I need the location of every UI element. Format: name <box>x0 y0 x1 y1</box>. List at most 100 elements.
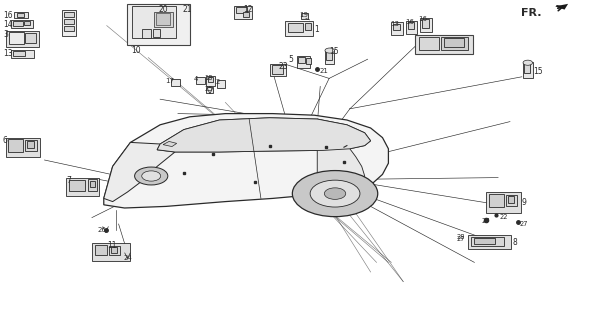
Text: 21: 21 <box>183 5 192 14</box>
Bar <box>25 33 36 43</box>
Bar <box>25 140 37 151</box>
Text: 5: 5 <box>288 55 293 64</box>
Bar <box>326 51 332 60</box>
Bar <box>14 12 28 18</box>
Bar <box>419 37 439 50</box>
Bar <box>285 21 313 36</box>
Bar <box>11 50 34 58</box>
Bar <box>13 51 25 56</box>
Bar <box>153 29 160 37</box>
Bar <box>90 181 95 187</box>
Text: 16: 16 <box>405 19 414 25</box>
Circle shape <box>135 167 168 185</box>
Text: 27: 27 <box>457 236 465 242</box>
Bar <box>206 87 213 93</box>
Bar <box>64 12 74 17</box>
Bar <box>524 63 530 73</box>
Bar <box>422 19 429 28</box>
Bar <box>236 7 247 13</box>
Bar <box>62 10 76 36</box>
Text: 23: 23 <box>279 62 288 71</box>
Bar <box>142 29 151 38</box>
Bar <box>391 22 403 35</box>
Bar <box>196 77 205 84</box>
Bar <box>111 247 117 253</box>
Text: 1: 1 <box>314 25 319 34</box>
Bar <box>523 62 533 78</box>
Bar <box>109 246 120 255</box>
Bar <box>64 26 74 31</box>
Bar <box>127 4 190 45</box>
Text: 15: 15 <box>534 67 543 76</box>
Text: 27: 27 <box>482 218 490 224</box>
Bar <box>17 13 24 17</box>
Bar <box>95 245 107 255</box>
Polygon shape <box>163 141 177 147</box>
Bar <box>325 50 334 64</box>
Bar <box>270 64 286 76</box>
Bar <box>13 21 23 26</box>
Bar <box>11 20 33 28</box>
Bar <box>9 32 24 44</box>
Polygon shape <box>555 4 568 10</box>
Bar <box>406 21 417 34</box>
Bar <box>444 38 464 47</box>
Text: 22: 22 <box>499 214 508 220</box>
Polygon shape <box>104 114 388 208</box>
Text: 15: 15 <box>329 47 339 56</box>
Text: 12: 12 <box>243 5 253 14</box>
Text: 25: 25 <box>205 86 213 92</box>
Polygon shape <box>160 118 365 152</box>
Text: 17: 17 <box>165 78 174 84</box>
Bar <box>92 243 130 261</box>
Text: 24: 24 <box>123 255 132 261</box>
Text: 13: 13 <box>3 49 12 58</box>
Text: 27: 27 <box>519 221 528 227</box>
Bar <box>506 195 517 206</box>
Bar <box>288 23 303 32</box>
Bar <box>441 37 468 50</box>
Polygon shape <box>157 118 371 152</box>
Text: 7: 7 <box>66 176 71 185</box>
Bar <box>306 58 311 64</box>
Polygon shape <box>104 142 175 202</box>
Text: 11: 11 <box>107 241 116 250</box>
Text: 6: 6 <box>2 136 7 145</box>
Text: 19: 19 <box>299 12 308 18</box>
Bar <box>486 192 521 213</box>
Bar <box>156 13 170 25</box>
Bar <box>6 31 39 47</box>
Bar <box>508 196 514 203</box>
Bar <box>217 80 225 88</box>
Bar <box>66 178 99 196</box>
Text: 28: 28 <box>457 234 465 240</box>
Bar <box>272 65 283 74</box>
Bar <box>154 12 173 27</box>
Bar <box>171 79 180 86</box>
Text: 2: 2 <box>215 79 219 85</box>
Polygon shape <box>317 119 371 195</box>
Bar <box>234 6 252 19</box>
Bar <box>88 179 97 191</box>
Bar <box>301 13 308 19</box>
Text: 8: 8 <box>512 238 517 247</box>
Bar <box>132 6 176 38</box>
Bar <box>24 21 30 25</box>
Bar <box>415 35 473 54</box>
Bar <box>393 24 400 30</box>
Bar <box>208 77 213 82</box>
Text: 10: 10 <box>132 46 141 55</box>
Bar <box>420 18 432 32</box>
Text: 16: 16 <box>419 16 428 22</box>
Bar <box>298 57 305 63</box>
Bar <box>206 76 215 86</box>
Text: 20: 20 <box>158 5 168 14</box>
Circle shape <box>142 171 161 181</box>
Text: 18: 18 <box>205 75 213 81</box>
Bar <box>6 138 40 157</box>
Text: 14: 14 <box>3 20 12 29</box>
Circle shape <box>325 48 334 53</box>
Bar <box>8 139 23 152</box>
Text: 9: 9 <box>522 198 527 207</box>
Text: 4: 4 <box>194 76 198 82</box>
